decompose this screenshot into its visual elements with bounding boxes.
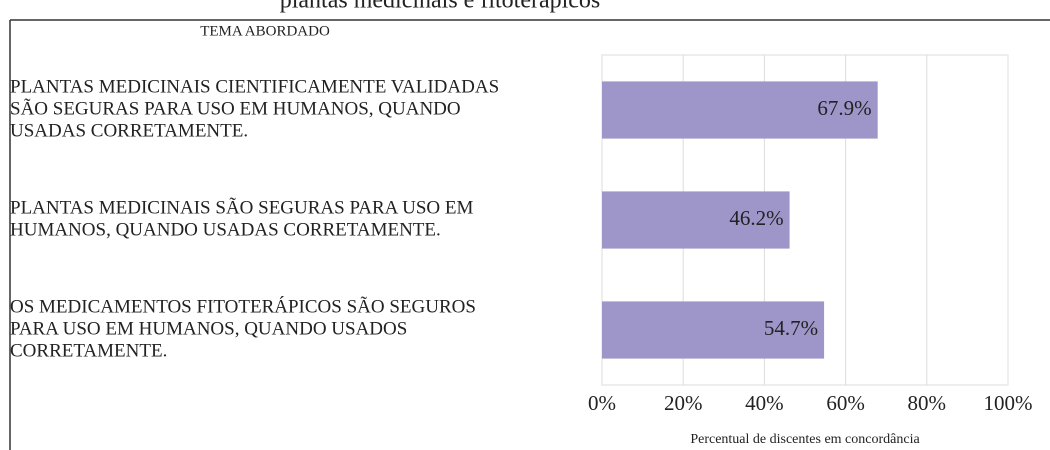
x-tick-label: 40% [745,391,784,415]
category-label: PARA USO EM HUMANOS, QUANDO USADOS [10,318,407,339]
x-tick-label: 60% [826,391,865,415]
category-label: HUMANOS, QUANDO USADAS CORRETAMENTE. [10,219,441,240]
x-tick-label: 100% [984,391,1033,415]
category-label: PLANTAS MEDICINAIS CIENTIFICAMENTE VALID… [10,76,499,97]
x-axis-title: Percentual de discentes em concordância [690,432,920,447]
category-label: SÃO SEGURAS PARA USO EM HUMANOS, QUANDO [10,97,461,119]
x-tick-label: 0% [588,391,616,415]
bar [602,301,825,359]
data-label: 54.7% [764,316,818,340]
bar [602,191,790,249]
category-label: OS MEDICAMENTOS FITOTERÁPICOS SÃO SEGURO… [10,295,476,317]
chart-title: plantas medicinais e fitoterápicos [280,0,601,14]
header: TEMA ABORDADO [200,23,330,39]
category-label: CORRETAMENTE. [10,340,167,361]
data-label: 67.9% [817,96,871,120]
bar [602,81,878,139]
category-label: USADAS CORRETAMENTE. [10,120,248,141]
data-label: 46.2% [729,206,783,230]
x-tick-label: 20% [664,391,703,415]
x-tick-label: 80% [908,391,947,415]
category-label: PLANTAS MEDICINAIS SÃO SEGURAS PARA USO … [10,196,473,218]
